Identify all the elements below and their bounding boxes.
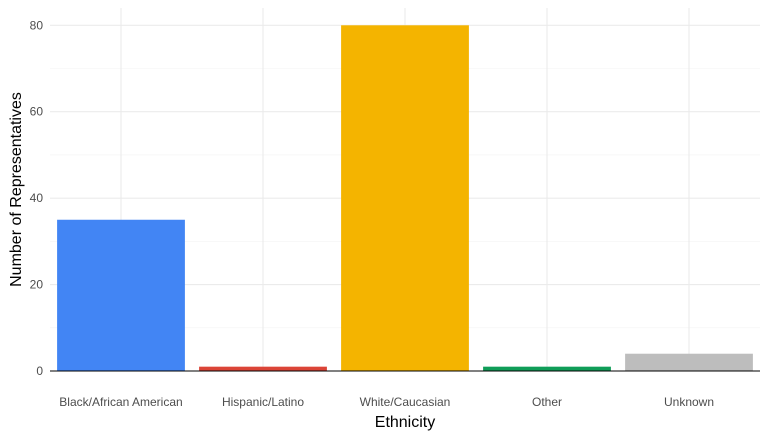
y-tick-label: 20 — [30, 278, 44, 292]
y-tick-label: 0 — [36, 364, 43, 378]
y-tick-label: 80 — [30, 18, 44, 32]
y-tick-label: 40 — [30, 191, 44, 205]
bars — [57, 25, 753, 372]
x-tick-labels: Black/African American Hispanic/Latino Whi… — [59, 395, 714, 409]
bar-hispanic-latino — [199, 366, 327, 371]
x-axis-title: Ethnicity — [375, 414, 435, 431]
x-tick-label: Hispanic/Latino — [222, 395, 304, 409]
x-tick-label: Black/African American — [59, 395, 182, 409]
y-tick-labels: 0 20 40 60 80 — [30, 18, 44, 378]
bar-other — [483, 366, 611, 371]
bar-unknown — [625, 353, 753, 371]
bar-white-caucasian — [341, 25, 469, 372]
y-tick-label: 60 — [30, 105, 44, 119]
x-tick-label: Unknown — [664, 395, 714, 409]
y-axis-title: Number of Representatives — [8, 92, 25, 287]
x-tick-label: White/Caucasian — [360, 395, 451, 409]
bar-black-african-american — [57, 219, 185, 371]
x-tick-label: Other — [532, 395, 562, 409]
